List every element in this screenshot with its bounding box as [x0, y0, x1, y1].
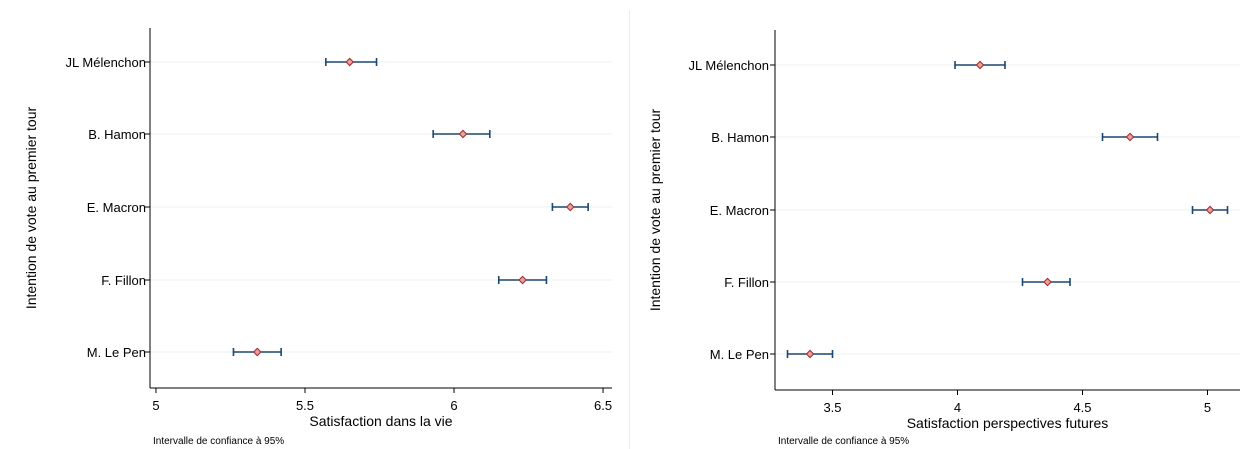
- chart-left: JL Mélenchon B. Hamon E. Macron F. Fillon M.…: [23, 28, 612, 447]
- estimate-point: [565, 202, 575, 212]
- category-label: B. Hamon: [711, 130, 769, 145]
- estimate-point: [458, 129, 468, 139]
- estimate-point: [345, 57, 355, 67]
- x-tick-label: 3.5: [823, 400, 841, 415]
- x-tick-label: 4: [954, 400, 961, 415]
- estimate-point: [518, 275, 527, 285]
- x-axis-title: Satisfaction dans la vie: [309, 413, 452, 429]
- chart-note: Intervalle de confiance à 95%: [778, 436, 909, 447]
- y-axis-title: Intention de vote au premier tour: [647, 108, 663, 311]
- chart-right-panel: JL Mélenchon B. Hamon E. Macron F. Fillon M.…: [625, 0, 1250, 449]
- chart-note: Intervalle de confiance à 95%: [153, 436, 284, 447]
- x-axis-title: Satisfaction perspectives futures: [907, 415, 1109, 431]
- x-tick-label: 6: [450, 398, 457, 413]
- category-label: B. Hamon: [88, 127, 146, 142]
- x-tick-label: 5.5: [296, 398, 314, 413]
- x-tick-label: 6.5: [594, 398, 612, 413]
- estimate-point: [1205, 205, 1215, 215]
- category-label: M. Le Pen: [87, 345, 146, 360]
- category-label: E. Macron: [87, 200, 146, 215]
- y-axis-title: Intention de vote au premier tour: [23, 106, 39, 309]
- category-label: E. Macron: [710, 203, 769, 218]
- x-tick-label: 5: [152, 398, 159, 413]
- category-label: F. Fillon: [101, 273, 146, 288]
- estimate-point: [1125, 132, 1135, 142]
- panel-divider: [629, 10, 630, 449]
- x-tick-label: 4.5: [1073, 400, 1091, 415]
- chart-right: JL Mélenchon B. Hamon E. Macron F. Fillon M.…: [647, 30, 1240, 447]
- estimate-point: [805, 349, 815, 359]
- chart-left-panel: JL Mélenchon B. Hamon E. Macron F. Fillon M.…: [23, 28, 612, 447]
- x-tick-label: 5: [1204, 400, 1211, 415]
- category-label: M. Le Pen: [710, 347, 769, 362]
- category-label: F. Fillon: [724, 275, 769, 290]
- category-label: JL Mélenchon: [66, 55, 146, 70]
- estimate-point: [975, 60, 985, 70]
- category-label: JL Mélenchon: [689, 58, 769, 73]
- estimate-point: [252, 347, 262, 357]
- estimate-point: [1043, 277, 1052, 287]
